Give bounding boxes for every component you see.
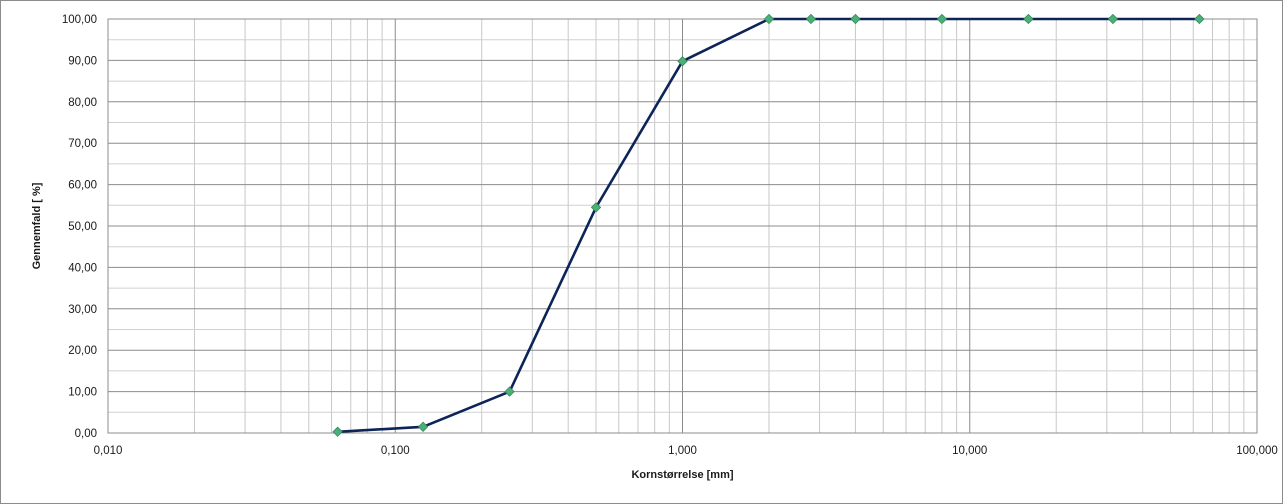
data-point-marker [936,13,948,25]
y-tick-label: 80,00 [68,97,97,109]
y-tick-label: 60,00 [68,180,97,192]
data-point-marker [417,421,429,432]
y-tick-label: 20,00 [68,345,97,357]
y-tick-label: 100,00 [62,14,97,26]
y-tick-label: 70,00 [68,138,97,150]
x-tick-label: 100,000 [1236,445,1278,457]
y-tick-label: 50,00 [68,221,97,233]
y-tick-label: 0,00 [75,428,97,440]
x-tick-label: 1,000 [668,445,697,457]
data-point-marker [590,202,602,213]
x-tick-labels: 0,010 0,100 1,000 10,000 100,000 [94,445,1278,457]
y-tick-label: 30,00 [68,304,97,316]
data-point-marker [504,386,515,397]
y-tick-label: 10,00 [68,387,97,399]
data-point-marker [1107,13,1119,25]
y-tick-label: 40,00 [68,262,97,274]
data-point-marker [763,13,775,25]
data-point-marker [677,56,688,67]
plot-area [107,18,1258,434]
data-point-marker [1023,13,1034,25]
data-point-marker [805,13,817,25]
series-group [332,13,1205,437]
data-point-marker [850,13,861,25]
y-tick-label: 90,00 [68,55,97,67]
data-point-marker [332,426,343,437]
x-tick-label: 10,000 [952,445,987,457]
x-tick-label: 0,010 [94,445,123,457]
series-line [337,17,1200,434]
data-point-marker [1194,13,1205,25]
x-tick-label: 0,100 [381,445,410,457]
y-axis-title: Gennemfald [ %] [31,182,43,269]
x-axis-title: Kornstørrelse [mm] [631,469,733,481]
y-tick-labels: 0,00 10,00 20,00 30,00 40,00 50,00 60,00 70,00 8… [62,14,97,440]
